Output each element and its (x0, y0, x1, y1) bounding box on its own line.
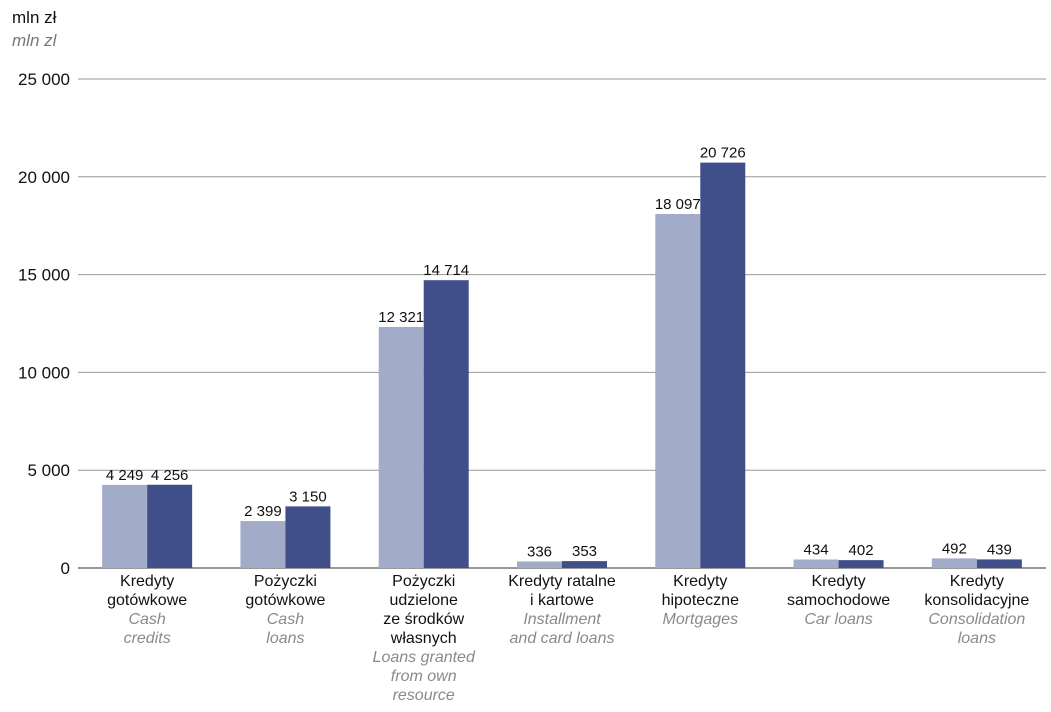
x-tick-label: Kredyty gotówkowe Cash credits (72, 572, 222, 648)
category-label-en: Cash credits (123, 611, 171, 647)
x-tick-label: Pożyczki gotówkowe Cash loans (210, 572, 360, 648)
category-label-en: Mortgages (662, 611, 739, 628)
data-label: 12 321 (378, 309, 424, 326)
y-tick-label: 0 (61, 559, 70, 578)
data-label: 492 (942, 540, 967, 557)
x-tick-label: Pożyczki udzielone ze środków własnych Lo… (349, 572, 499, 705)
bar (240, 521, 286, 568)
y-tick-label: 25 000 (18, 70, 70, 89)
unit-label-en: mln zl (12, 31, 57, 50)
category-label-en: Loans granted from own resource (372, 649, 475, 704)
data-label: 14 714 (423, 262, 469, 279)
x-tick-label: Kredyty ratalne i kartowe Installment and… (487, 572, 637, 648)
bar (700, 162, 746, 569)
bar (562, 561, 607, 568)
bar (655, 214, 701, 568)
y-tick-label: 10 000 (18, 363, 70, 382)
x-tick-label: Kredyty hipoteczne Mortgages (625, 572, 775, 629)
bar (838, 560, 884, 568)
category-label-pl: Kredyty samochodowe (786, 573, 891, 609)
data-label: 336 (527, 543, 552, 560)
data-label: 18 097 (655, 196, 701, 213)
bar (976, 559, 1022, 568)
bar (102, 484, 148, 568)
category-label-en: Installment and card loans (509, 611, 615, 647)
category-label-pl: Kredyty hipoteczne (661, 573, 739, 609)
category-label-en: Car loans (804, 611, 873, 628)
data-label: 402 (849, 542, 874, 559)
x-tick-label: Kredyty samochodowe Car loans (764, 572, 914, 629)
category-label-pl: Pożyczki udzielone ze środków własnych (383, 573, 465, 647)
x-tick-label: Kredyty konsolidacyjne Consolidation loan… (902, 572, 1051, 648)
category-label-en: Consolidation loans (928, 611, 1026, 647)
bar (378, 327, 424, 568)
data-label: 3 150 (289, 488, 327, 505)
unit-label-pl: mln zł (12, 8, 57, 27)
data-label: 434 (804, 542, 829, 559)
category-label-pl: Kredyty ratalne i kartowe (508, 573, 616, 609)
category-label-pl: Pożyczki gotówkowe (245, 573, 326, 609)
data-label: 2 399 (244, 503, 282, 520)
data-label: 20 726 (700, 145, 746, 162)
bar (423, 280, 469, 568)
bar (793, 559, 839, 568)
data-label: 439 (987, 541, 1012, 558)
data-label: 353 (572, 543, 597, 560)
category-label-pl: Kredyty gotówkowe (107, 573, 188, 609)
bar (285, 506, 331, 568)
y-tick-label: 15 000 (18, 266, 70, 285)
bar (931, 558, 977, 568)
bar (517, 561, 562, 568)
category-label-en: Cash loans (266, 611, 305, 647)
bar (147, 484, 193, 568)
data-label: 4 256 (151, 467, 189, 484)
y-tick-label: 5 000 (27, 461, 70, 480)
data-label: 4 249 (106, 467, 144, 484)
y-tick-label: 20 000 (18, 168, 70, 187)
category-label-pl: Kredyty konsolidacyjne (924, 573, 1030, 609)
